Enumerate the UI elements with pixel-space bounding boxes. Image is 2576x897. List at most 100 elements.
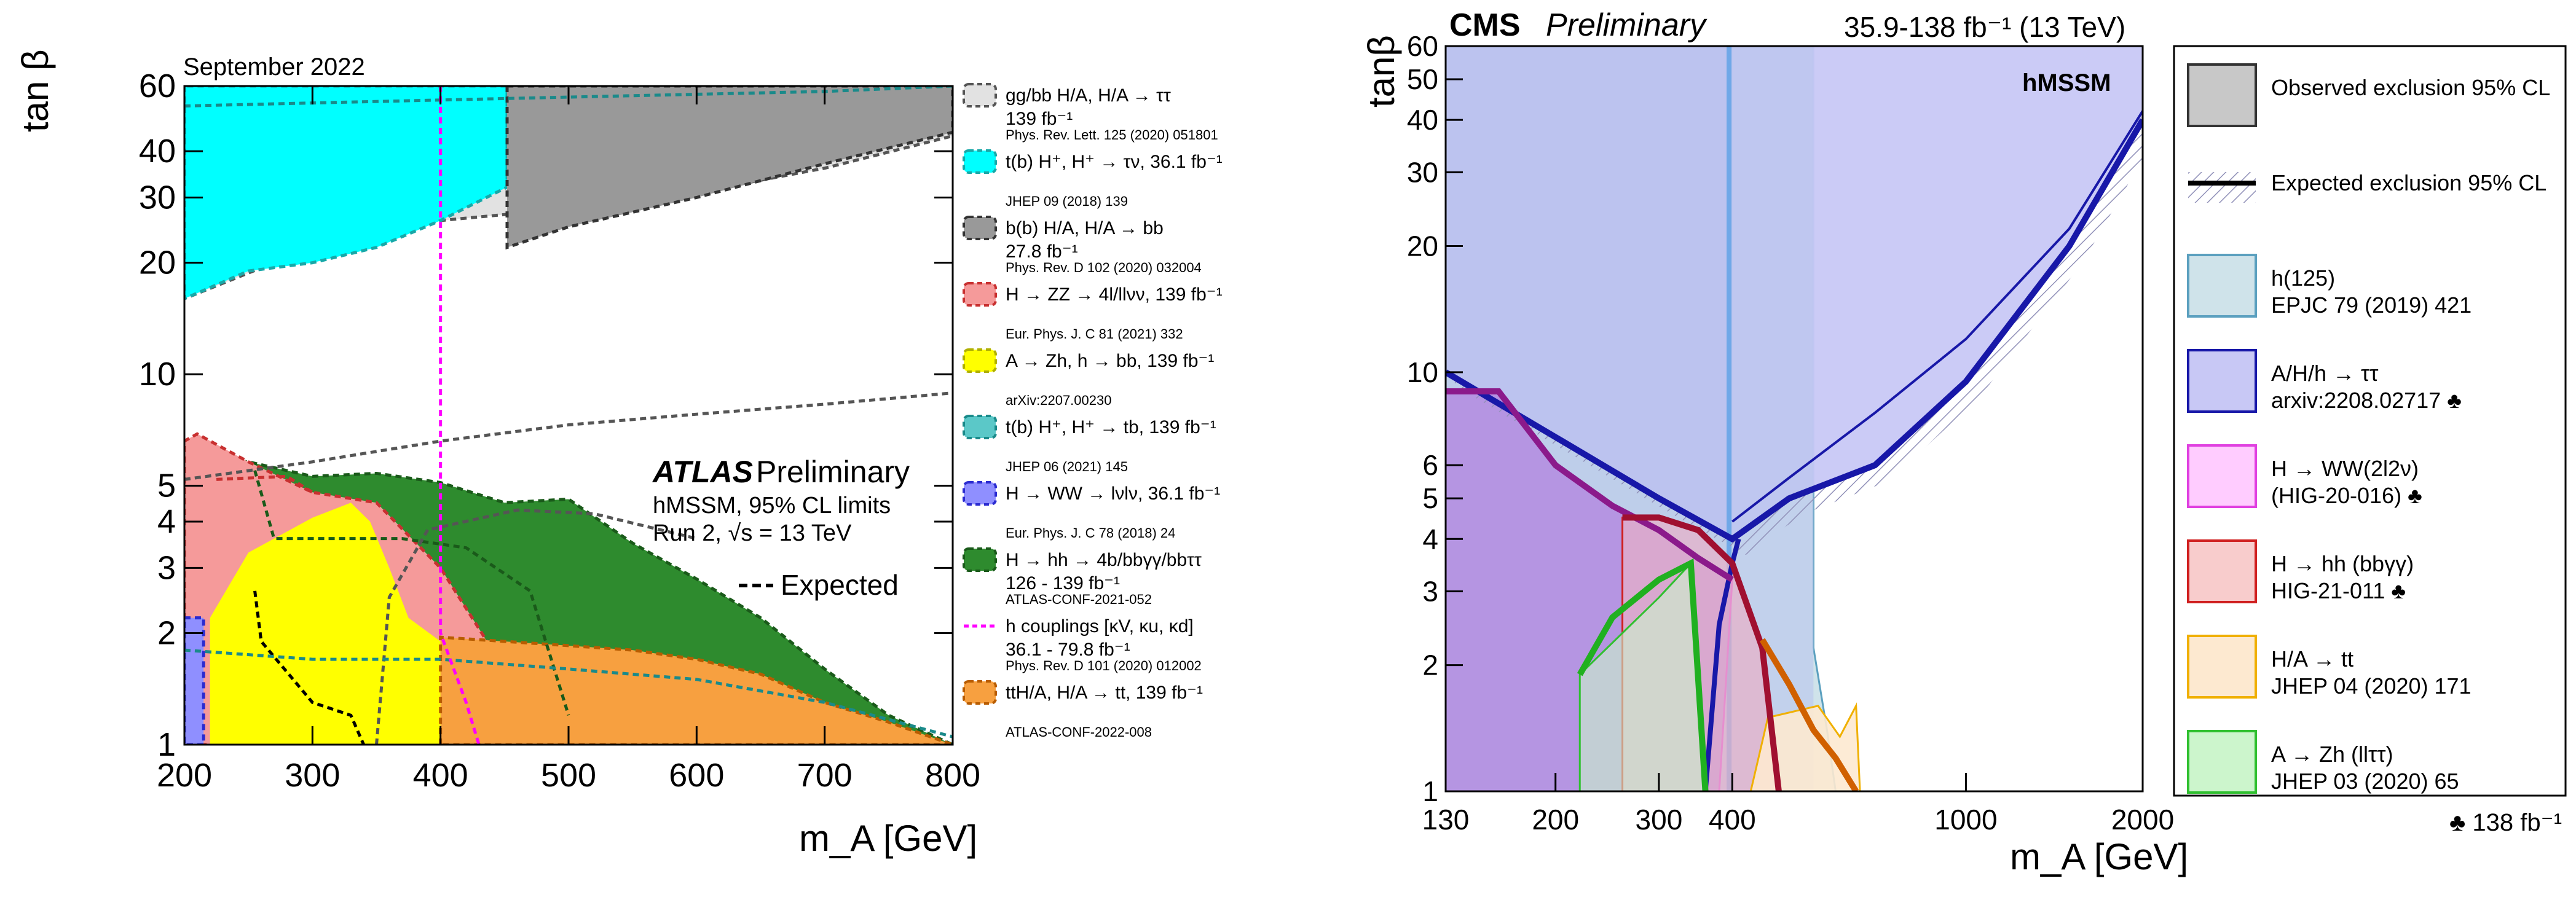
legend-ref: ATLAS-CONF-2021-052 <box>1006 592 1152 607</box>
line-tautau-obs <box>1446 118 2143 543</box>
cms-lumi: 35.9-138 fb⁻¹ (13 TeV) <box>1844 11 2125 43</box>
legend-label: H → ZZ → 4l/llνν, 139 fb⁻¹ <box>1006 284 1223 305</box>
legend-swatch <box>2188 172 2256 203</box>
y-tick-label: 3 <box>157 549 176 586</box>
legend-sublabel: JHEP 03 (2020) 65 <box>2271 769 2459 794</box>
region-ww <box>184 616 205 745</box>
legend-swatch <box>963 83 997 108</box>
legend-swatch <box>2187 730 2257 794</box>
legend-ref: arXiv:2207.00230 <box>1006 393 1111 408</box>
atlas-regions <box>184 86 953 745</box>
legend-swatch <box>2187 254 2257 318</box>
legend-label: H/A → tt <box>2271 646 2353 672</box>
cms-title-status: Preliminary <box>1546 7 1707 43</box>
atlas-xlabel: m_A [GeV] <box>799 818 977 859</box>
region-bb <box>505 86 953 250</box>
legend-ref: ATLAS-CONF-2022-008 <box>1006 724 1152 740</box>
legend-swatch <box>963 415 997 439</box>
y-tick-label: 30 <box>1407 156 1438 188</box>
region-azh <box>1578 561 1707 791</box>
legend-label: A/H/h → ττ <box>2271 361 2378 386</box>
y-tick-label: 2 <box>157 615 176 652</box>
cms-xlabel: m_A [GeV] <box>2010 836 2188 877</box>
legend-label: A → Zh, h → bb, 139 fb⁻¹ <box>1006 351 1214 371</box>
legend-label: t(b) H⁺, H⁺ → tb, 139 fb⁻¹ <box>1006 417 1216 437</box>
y-tick-label: 60 <box>1407 30 1438 62</box>
y-tick-label: 20 <box>1407 230 1438 262</box>
legend-swatch <box>963 216 997 240</box>
legend-sublabel: JHEP 04 (2020) 171 <box>2271 673 2472 699</box>
legend-swatch <box>963 348 997 373</box>
atlas-experiment-label: ATLAS <box>652 455 753 489</box>
atlas-expected-label: Expected <box>781 569 899 601</box>
atlas-line1: hMSSM, 95% CL limits <box>653 493 891 519</box>
atlas-title: September 2022 <box>183 53 365 80</box>
x-tick-label: 300 <box>285 757 340 794</box>
legend-label: h couplings [κV, κu, κd] <box>1006 616 1194 637</box>
legend-ref: JHEP 09 (2018) 139 <box>1006 194 1128 209</box>
legend-swatch <box>963 481 997 506</box>
cms-regions <box>1446 46 2143 791</box>
y-tick-label: 1 <box>1422 775 1438 807</box>
line-tautau-exp <box>1731 110 2143 523</box>
y-tick-label: 5 <box>1422 482 1438 514</box>
legend-sublabel: 126 - 139 fb⁻¹ <box>1006 573 1120 593</box>
atlas-line2: Run 2, √s = 13 TeV <box>653 520 852 546</box>
line-tt-obs <box>1759 638 1859 791</box>
exp-misc <box>375 508 697 745</box>
atlas-status-label: Preliminary <box>756 455 910 489</box>
exp-tautau <box>184 391 953 481</box>
exp-zz <box>216 474 313 494</box>
y-tick-label: 40 <box>1407 104 1438 136</box>
legend-sublabel: 27.8 fb⁻¹ <box>1006 241 1078 262</box>
cms-footnote: ♣ 138 fb⁻¹ <box>2449 809 2562 836</box>
legend-swatch <box>2187 349 2257 413</box>
legend-label: H → WW(2l2ν) <box>2271 456 2419 481</box>
legend-label: h(125) <box>2271 265 2335 291</box>
legend-ref: Phys. Rev. Lett. 125 (2020) 051801 <box>1006 127 1218 143</box>
x-tick-label: 700 <box>797 757 853 794</box>
y-tick-label: 2 <box>1422 649 1438 681</box>
legend-label: Expected exclusion 95% CL <box>2271 170 2546 195</box>
legend-swatch <box>2187 635 2257 699</box>
legend-ref: Eur. Phys. J. C 81 (2021) 332 <box>1006 326 1183 342</box>
line-hh-obs <box>1622 514 1782 791</box>
x-tick-label: 200 <box>1532 804 1579 836</box>
line-tautau-low <box>1703 538 1741 791</box>
x-tick-label: 200 <box>157 757 212 794</box>
legend-label: Observed exclusion 95% CL <box>2271 75 2550 100</box>
legend-ref: JHEP 06 (2021) 145 <box>1006 459 1128 474</box>
legend-swatch <box>963 282 997 307</box>
atlas-ticks: 200 300 400 500 600 700 800 1 2 3 45 10 20 30 40 60 <box>139 68 980 794</box>
exp-azh <box>253 590 365 745</box>
x-tick-label: 2000 <box>2111 804 2174 836</box>
legend-sublabel: (HIG-20-016) ♣ <box>2271 483 2422 508</box>
y-tick-label: 5 <box>157 468 176 504</box>
atlas-chart: tan β September 2022 200 300 400 500 600 700 8… <box>15 49 1223 859</box>
x-tick-label: 130 <box>1422 804 1470 836</box>
legend-label: H → hh → 4b/bbγγ/bbττ <box>1006 550 1202 570</box>
legend-ref: Phys. Rev. D 101 (2020) 012002 <box>1006 658 1202 673</box>
legend-ref: Phys. Rev. D 102 (2020) 032004 <box>1006 260 1202 275</box>
legend-swatch <box>963 680 997 705</box>
y-tick-label: 4 <box>157 503 176 540</box>
region-azh <box>210 503 441 745</box>
exp-hcouplings <box>439 86 481 745</box>
legend-swatch <box>963 149 997 174</box>
legend-label: t(b) H⁺, H⁺ → τν, 36.1 fb⁻¹ <box>1006 152 1223 172</box>
legend-swatch <box>2187 63 2257 127</box>
line-ww-obs <box>1446 388 1734 582</box>
legend-sublabel: EPJC 79 (2019) 421 <box>2271 292 2472 318</box>
exp-tb <box>184 648 953 738</box>
legend-sublabel: HIG-21-011 ♣ <box>2271 578 2406 603</box>
y-tick-label: 4 <box>1422 523 1438 555</box>
x-tick-label: 400 <box>413 757 468 794</box>
y-tick-label: 6 <box>1422 449 1438 481</box>
atlas-ylabel: tan β <box>15 49 56 132</box>
cms-model-label: hMSSM <box>2022 69 2111 96</box>
legend-swatch <box>2187 444 2257 508</box>
line-azh-obs <box>1577 558 1709 791</box>
cms-ylabel: tanβ <box>1361 35 1402 108</box>
